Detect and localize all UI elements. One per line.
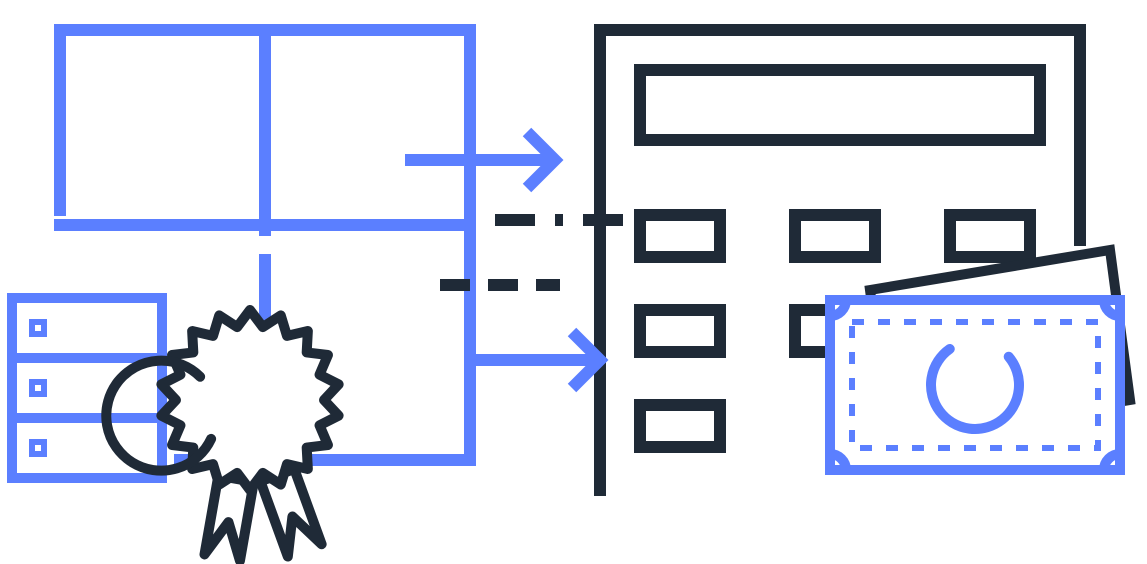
diagram-canvas — [0, 0, 1147, 564]
arrow-icon — [405, 132, 555, 188]
server-stack-icon — [12, 298, 162, 478]
arrow-icon — [470, 332, 600, 388]
banknote-front-icon — [830, 300, 1120, 470]
